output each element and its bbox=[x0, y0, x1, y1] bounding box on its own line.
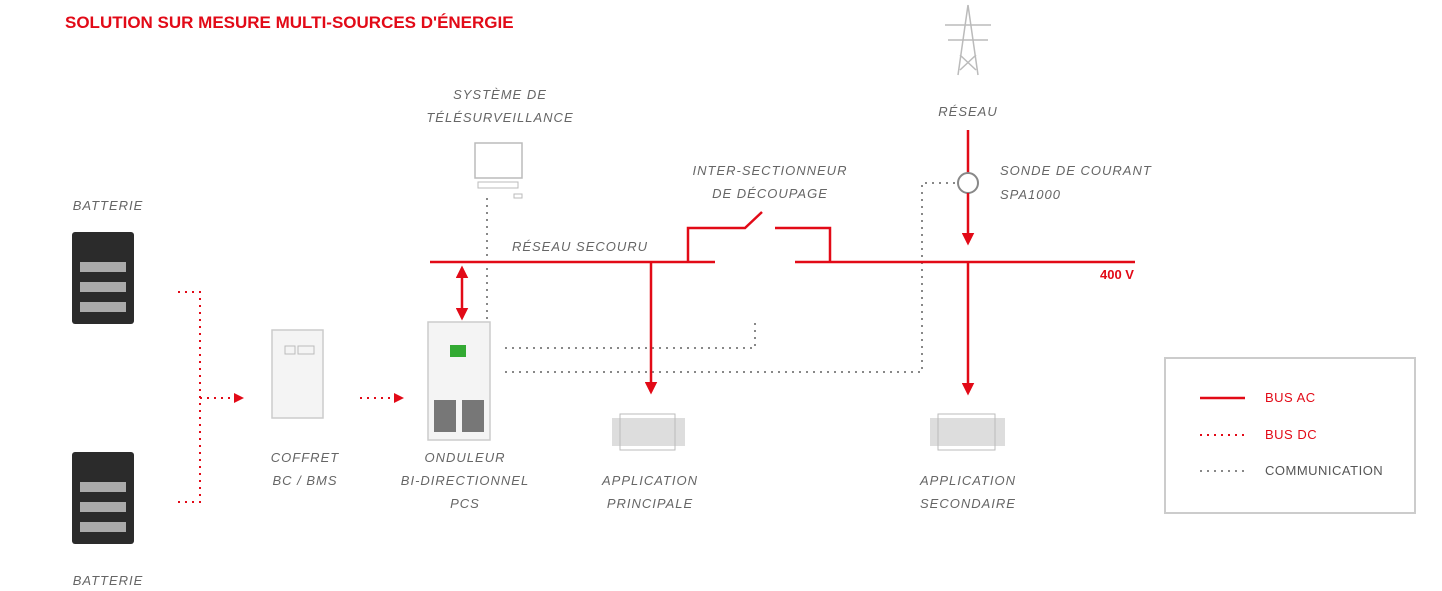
switch bbox=[688, 212, 762, 262]
node-label: COFFRET bbox=[271, 450, 339, 465]
dc-bus bbox=[178, 292, 200, 502]
node-label: SECONDAIRE bbox=[920, 496, 1016, 511]
node-label: INTER-SECTIONNEUR bbox=[693, 163, 848, 178]
node-label: PRINCIPALE bbox=[607, 496, 693, 511]
node-label: BATTERIE bbox=[73, 198, 144, 213]
com-line bbox=[505, 183, 958, 372]
node-label: APPLICATION bbox=[919, 473, 1016, 488]
monitor-icon bbox=[475, 143, 522, 198]
com-line bbox=[505, 320, 755, 348]
legend-label: BUS AC bbox=[1265, 390, 1316, 405]
legend-label: BUS DC bbox=[1265, 427, 1317, 442]
title: SOLUTION SUR MESURE MULTI-SOURCES D'ÉNER… bbox=[65, 13, 514, 32]
tower-icon bbox=[945, 5, 991, 75]
diagram: SOLUTION SUR MESURE MULTI-SOURCES D'ÉNER… bbox=[0, 0, 1442, 591]
voltage-label: 400 V bbox=[1100, 267, 1134, 282]
node-label: BATTERIE bbox=[73, 573, 144, 588]
coffret-icon bbox=[272, 330, 323, 418]
node-label: SONDE DE COURANT bbox=[1000, 163, 1152, 178]
battery-icon bbox=[72, 232, 134, 324]
node-label: APPLICATION bbox=[601, 473, 698, 488]
node-label: BC / BMS bbox=[272, 473, 337, 488]
node-label: BI-DIRECTIONNEL bbox=[401, 473, 529, 488]
node-label: ONDULEUR bbox=[425, 450, 506, 465]
battery-icon bbox=[72, 452, 134, 544]
node-label: PCS bbox=[450, 496, 480, 511]
node-label: DE DÉCOUPAGE bbox=[712, 186, 828, 201]
legend-label: COMMUNICATION bbox=[1265, 463, 1383, 478]
current-probe bbox=[958, 173, 978, 193]
node-label: SPA1000 bbox=[1000, 187, 1061, 202]
legend: BUS AC BUS DC COMMUNICATION bbox=[1165, 358, 1415, 513]
inverter-icon bbox=[428, 322, 490, 440]
load-icon bbox=[930, 414, 1005, 450]
node-label: TÉLÉSURVEILLANCE bbox=[426, 110, 573, 125]
node-label: SYSTÈME DE bbox=[453, 87, 547, 102]
node-label: RÉSEAU bbox=[938, 104, 997, 119]
switch bbox=[775, 228, 830, 262]
load-icon bbox=[612, 414, 685, 450]
node-label: RÉSEAU SECOURU bbox=[512, 239, 648, 254]
